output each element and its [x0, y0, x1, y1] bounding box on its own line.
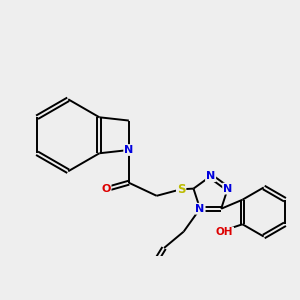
- Text: N: N: [206, 171, 215, 181]
- Text: S: S: [177, 183, 185, 196]
- Text: N: N: [195, 204, 205, 214]
- Text: OH: OH: [216, 227, 233, 237]
- Text: O: O: [101, 184, 111, 194]
- Text: N: N: [124, 145, 134, 155]
- Text: N: N: [223, 184, 232, 194]
